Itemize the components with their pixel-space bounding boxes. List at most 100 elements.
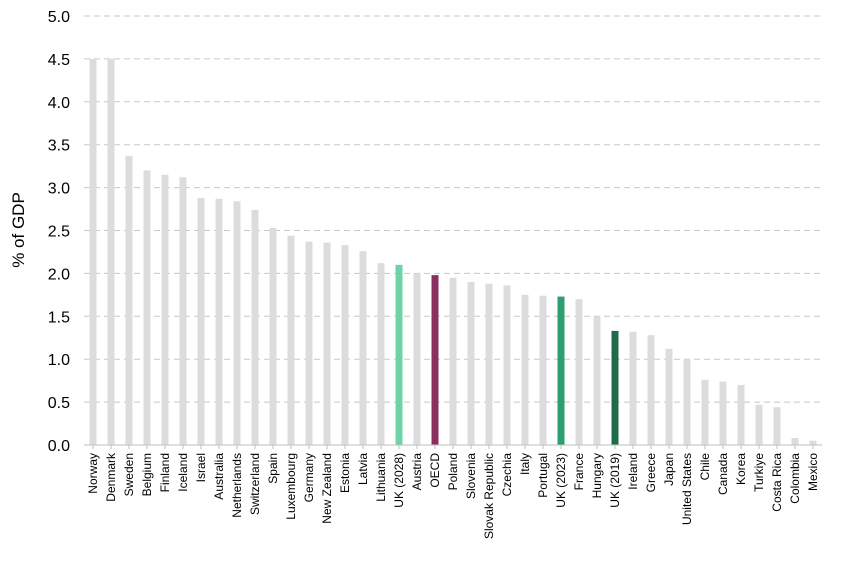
x-tick-label: Canada bbox=[716, 453, 730, 495]
x-tick-label: Finland bbox=[158, 453, 172, 492]
y-tick-label: 3.5 bbox=[48, 138, 70, 155]
y-tick-label: 5.0 bbox=[48, 9, 70, 26]
x-tick-label: UK (2023) bbox=[554, 453, 568, 508]
y-axis-ticks: 0.0 0.5 1.0 1.5 2.0 2.5 3.0 3.5 4.0 4.5 5.0 bbox=[48, 9, 70, 455]
bar-netherlands bbox=[233, 201, 241, 445]
bar-italy bbox=[521, 294, 529, 445]
bar-sweden bbox=[125, 155, 133, 445]
x-tick-label: Switzerland bbox=[248, 453, 262, 515]
x-tick-label: Netherlands bbox=[230, 453, 244, 518]
x-tick-label: Lithuania bbox=[374, 453, 388, 502]
bar-france bbox=[575, 299, 583, 445]
x-tick-label: Latvia bbox=[356, 453, 370, 485]
bar-turkiye bbox=[755, 404, 763, 445]
x-tick-label: Norway bbox=[86, 453, 100, 494]
x-tick-label: Iceland bbox=[176, 453, 190, 492]
x-tick-label: United States bbox=[680, 453, 694, 525]
y-tick-label: 1.0 bbox=[48, 352, 70, 369]
bar-switzerland bbox=[251, 209, 259, 445]
bar-mexico bbox=[809, 440, 817, 445]
x-tick-label: Colombia bbox=[788, 453, 802, 504]
x-tick-label: Turkiye bbox=[752, 453, 766, 492]
bar-belgium bbox=[143, 170, 151, 445]
x-tick-label: Poland bbox=[446, 453, 460, 490]
x-tick-label: Slovak Republic bbox=[482, 453, 496, 539]
x-tick-label: OECD bbox=[428, 453, 442, 488]
x-tick-label: Mexico bbox=[806, 453, 820, 491]
bar-portugal bbox=[539, 295, 547, 445]
bar-germany bbox=[305, 241, 313, 445]
bars bbox=[89, 58, 817, 446]
bar-australia bbox=[215, 198, 223, 445]
axes bbox=[84, 444, 822, 449]
bar-canada bbox=[719, 381, 727, 445]
bar-czechia bbox=[503, 285, 511, 445]
x-tick-label: Chile bbox=[698, 453, 712, 481]
bar-spain bbox=[269, 227, 277, 445]
bar-lithuania bbox=[377, 263, 385, 445]
bar-colombia bbox=[791, 438, 799, 445]
x-tick-label: Australia bbox=[212, 453, 226, 500]
x-tick-label: France bbox=[572, 453, 586, 491]
bar-new-zealand bbox=[323, 242, 331, 445]
bar-hungary bbox=[593, 316, 601, 445]
bar-poland bbox=[449, 277, 457, 445]
x-axis-ticks: Norway Denmark Sweden Belgium Finland Iceland… bbox=[86, 452, 820, 539]
x-tick-label: Estonia bbox=[338, 453, 352, 493]
x-tick-label: Portugal bbox=[536, 453, 550, 498]
x-tick-label: Ireland bbox=[626, 453, 640, 490]
bar-korea bbox=[737, 384, 745, 445]
x-tick-label: Sweden bbox=[122, 453, 136, 496]
x-tick-label: Costa Rica bbox=[770, 453, 784, 512]
y-tick-label: 3.0 bbox=[48, 181, 70, 198]
bar-estonia bbox=[341, 245, 349, 445]
bar-uk-2028 bbox=[395, 264, 403, 445]
x-tick-label: Germany bbox=[302, 453, 316, 502]
y-tick-label: 2.0 bbox=[48, 266, 70, 283]
x-tick-label: Hungary bbox=[590, 453, 604, 498]
gridlines bbox=[84, 15, 822, 403]
x-tick-label: Slovenia bbox=[464, 453, 478, 499]
y-tick-label: 0.0 bbox=[48, 438, 70, 455]
bar-slovak-republic bbox=[485, 283, 493, 445]
bar-uk-2019 bbox=[611, 330, 619, 445]
y-tick-label: 2.5 bbox=[48, 224, 70, 241]
bar-latvia bbox=[359, 251, 367, 445]
x-tick-label: Japan bbox=[662, 453, 676, 486]
bar-ireland bbox=[629, 331, 637, 445]
bar-finland bbox=[161, 174, 169, 446]
bar-iceland bbox=[179, 177, 187, 445]
x-tick-label: Czechia bbox=[500, 453, 514, 497]
y-tick-label: 4.5 bbox=[48, 52, 70, 69]
x-tick-label: UK (2028) bbox=[392, 453, 406, 508]
x-tick-label: Korea bbox=[734, 453, 748, 485]
bar-israel bbox=[197, 197, 205, 445]
bar-costa-rica bbox=[773, 407, 781, 445]
x-tick-label: Spain bbox=[266, 453, 280, 484]
x-tick-label: New Zealand bbox=[320, 453, 334, 524]
bar-japan bbox=[665, 348, 673, 445]
bar-chile bbox=[701, 379, 709, 445]
bar-united-states bbox=[683, 360, 691, 445]
x-tick-label: Israel bbox=[194, 453, 208, 482]
bar-denmark bbox=[107, 58, 115, 446]
bar-slovenia bbox=[467, 281, 475, 445]
y-tick-label: 1.5 bbox=[48, 309, 70, 326]
bar-greece bbox=[647, 335, 655, 445]
bar-norway bbox=[89, 58, 97, 446]
x-tick-label: Greece bbox=[644, 453, 658, 493]
x-tick-label: Italy bbox=[518, 453, 532, 475]
x-tick-label: UK (2019) bbox=[608, 453, 622, 508]
y-tick-label: 4.0 bbox=[48, 95, 70, 112]
bar-oecd bbox=[431, 275, 439, 445]
x-tick-label: Belgium bbox=[140, 453, 154, 496]
bar-luxembourg bbox=[287, 235, 295, 445]
bar-austria bbox=[413, 273, 421, 445]
y-tick-label: 0.5 bbox=[48, 395, 70, 412]
x-tick-label: Denmark bbox=[104, 452, 118, 502]
y-axis-title: % of GDP bbox=[9, 192, 28, 268]
bar-uk-2023 bbox=[557, 296, 565, 445]
x-tick-label: Austria bbox=[410, 453, 424, 491]
